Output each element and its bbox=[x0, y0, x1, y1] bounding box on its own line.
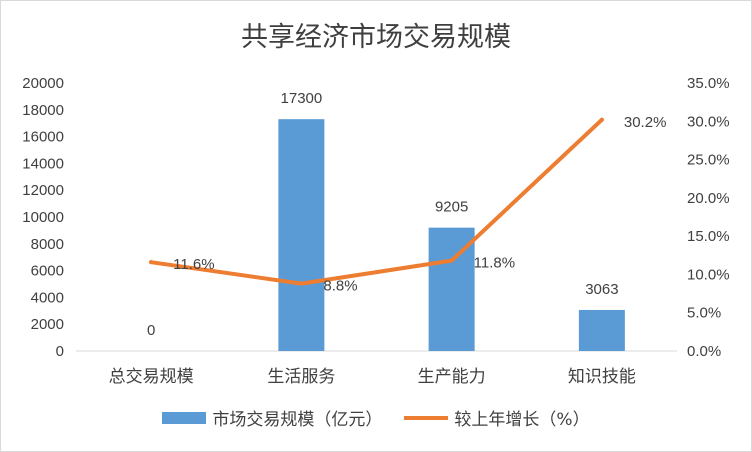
y-right-tick-label: 5.0% bbox=[687, 305, 721, 322]
x-tick-label: 知识技能 bbox=[568, 367, 636, 387]
y-left-tick-label: 4000 bbox=[31, 289, 64, 306]
x-tick-label: 生产能力 bbox=[418, 367, 486, 387]
bar bbox=[578, 309, 625, 351]
chart-title: 共享经济市场交易规模 bbox=[241, 22, 511, 53]
line-point bbox=[149, 260, 154, 265]
growth-line bbox=[149, 117, 604, 286]
y-left-tick-label: 16000 bbox=[22, 129, 64, 146]
x-tick-label: 总交易规模 bbox=[109, 367, 194, 387]
legend-item-line: 较上年增长（%） bbox=[404, 405, 590, 430]
x-tick-label: 生活服务 bbox=[267, 367, 335, 387]
bar-data-label: 17300 bbox=[281, 90, 323, 107]
y-left-tick-label: 2000 bbox=[31, 316, 64, 333]
y-right-tick-label: 15.0% bbox=[687, 228, 730, 245]
line-point bbox=[299, 281, 304, 286]
legend-swatch-bar bbox=[162, 411, 207, 424]
y-right-tick-label: 0.0% bbox=[687, 343, 721, 360]
y-left-tick-label: 14000 bbox=[22, 155, 64, 172]
y-right-tick-label: 30.0% bbox=[687, 113, 730, 130]
bar bbox=[278, 119, 325, 352]
y-left-tick-label: 10000 bbox=[22, 209, 64, 226]
y-left-tick-label: 18000 bbox=[22, 102, 64, 119]
y-right-tick-label: 10.0% bbox=[687, 266, 730, 283]
line-data-label: 11.6% bbox=[173, 256, 214, 273]
y-left-tick-label: 8000 bbox=[31, 236, 64, 253]
legend-swatch-line bbox=[404, 415, 449, 420]
legend-label-bar: 市场交易规模（亿元） bbox=[212, 410, 383, 430]
bar-data-label: 0 bbox=[147, 322, 155, 339]
y-left-tick-label: 20000 bbox=[22, 75, 64, 92]
y-right-tick-label: 20.0% bbox=[687, 190, 730, 207]
y-left-tick-label: 6000 bbox=[31, 263, 64, 280]
legend-item-bar: 市场交易规模（亿元） bbox=[162, 405, 382, 430]
legend: 市场交易规模（亿元） 较上年增长（%） bbox=[1, 405, 751, 430]
y-left-tick-label: 12000 bbox=[22, 182, 64, 199]
line-point bbox=[449, 258, 454, 263]
line-point bbox=[599, 117, 604, 122]
y-right-tick-label: 35.0% bbox=[687, 75, 730, 92]
y-right-tick-label: 25.0% bbox=[687, 152, 730, 169]
y-left-tick-label: 0 bbox=[56, 343, 64, 360]
legend-label-line: 较上年增长（%） bbox=[454, 410, 590, 430]
line-data-label: 30.2% bbox=[624, 114, 667, 131]
bar-data-label: 9205 bbox=[435, 199, 468, 216]
line-data-label: 11.8% bbox=[474, 255, 515, 272]
line-data-label: 8.8% bbox=[323, 278, 357, 295]
bar-data-label: 3063 bbox=[585, 281, 618, 298]
